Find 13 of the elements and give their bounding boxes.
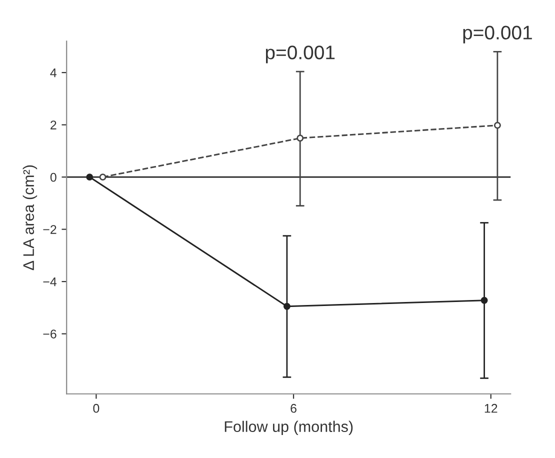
y-tick-label: 0 xyxy=(50,172,56,182)
y-tick-label: −4 xyxy=(43,277,57,286)
x-tick-label: 0 xyxy=(93,404,100,413)
x-tick-label: 12 xyxy=(484,404,498,413)
annotation: p=0.001 xyxy=(266,46,335,64)
annotation: p=0.001 xyxy=(463,26,532,44)
y-tick-label: −2 xyxy=(43,225,56,234)
x-tick-label: 6 xyxy=(290,404,296,413)
y-tick-label: 2 xyxy=(50,120,56,130)
y-tick-label: 4 xyxy=(50,68,57,78)
x-axis-title: Follow up (months) xyxy=(224,420,353,436)
y-axis-title: Δ LA area (cm²) xyxy=(22,165,38,270)
y-tick-label: −6 xyxy=(43,330,56,338)
